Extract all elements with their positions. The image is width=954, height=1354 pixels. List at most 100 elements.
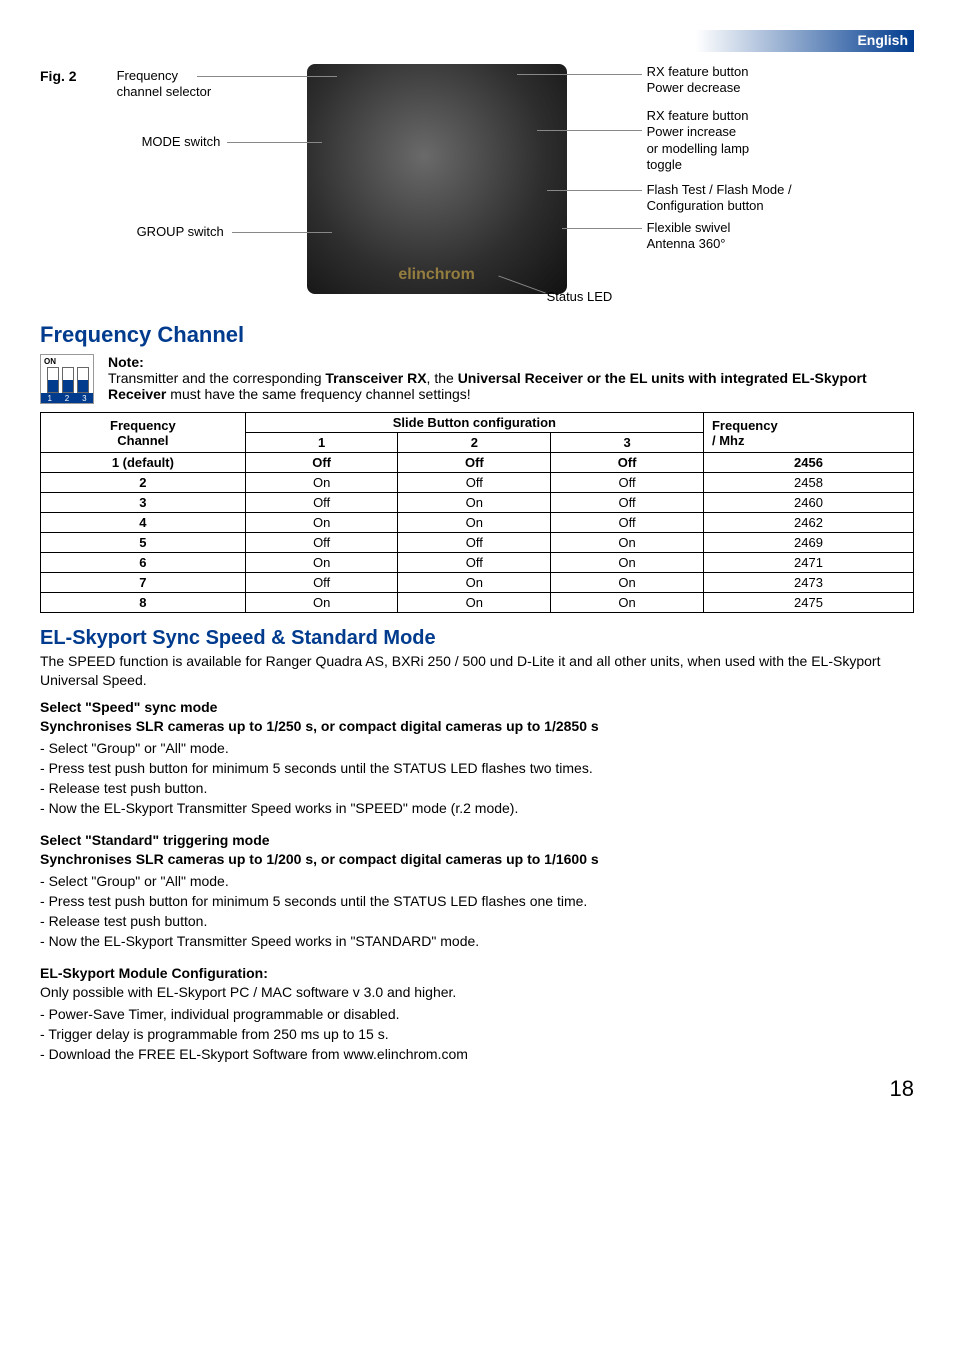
dip-num: 3	[82, 394, 86, 403]
table-cell: On	[551, 573, 704, 593]
frequency-table: Frequency Channel Slide Button configura…	[40, 412, 914, 613]
table-cell: On	[398, 513, 551, 533]
note-label: Note:	[108, 354, 144, 370]
diagram: elinchrom Frequency channel selector MOD…	[87, 64, 914, 314]
table-cell: Off	[398, 473, 551, 493]
dip-on-label: ON	[44, 357, 56, 366]
table-row: 3OffOnOff2460	[41, 493, 914, 513]
table-cell: 8	[41, 593, 246, 613]
th-col2: 2	[398, 433, 551, 453]
table-cell: On	[551, 593, 704, 613]
table-cell: On	[245, 593, 398, 613]
table-cell: On	[245, 513, 398, 533]
speed-list: Select "Group" or "All" mode.Press test …	[40, 738, 914, 819]
table-row: 8OnOnOn2475	[41, 593, 914, 613]
dip-switch-icon: ON 1 2 3	[40, 354, 94, 404]
table-cell: On	[245, 473, 398, 493]
sync-intro: The SPEED function is available for Rang…	[40, 652, 914, 690]
table-cell: On	[398, 573, 551, 593]
table-cell: 4	[41, 513, 246, 533]
table-cell: 2456	[703, 453, 913, 473]
table-row: 5OffOffOn2469	[41, 533, 914, 553]
callout-flash-test: Flash Test / Flash Mode / Configuration …	[647, 182, 792, 215]
cfg-h: EL-Skyport Module Configuration:	[40, 964, 914, 983]
table-cell: 2473	[703, 573, 913, 593]
table-cell: Off	[398, 553, 551, 573]
table-cell: 5	[41, 533, 246, 553]
device-logo: elinchrom	[398, 266, 474, 284]
callout-line	[197, 76, 337, 77]
table-cell: 2460	[703, 493, 913, 513]
list-item: Select "Group" or "All" mode.	[40, 871, 914, 891]
list-item: Select "Group" or "All" mode.	[40, 738, 914, 758]
table-row: 4OnOnOff2462	[41, 513, 914, 533]
note-row: ON 1 2 3 Note: Transmitter and the corre…	[40, 354, 914, 404]
callout-group-switch: GROUP switch	[137, 224, 224, 240]
table-cell: On	[551, 533, 704, 553]
th-slide: Slide Button configuration	[245, 413, 703, 433]
note-part: must have the same frequency channel set…	[166, 386, 470, 402]
table-row: 2OnOffOff2458	[41, 473, 914, 493]
list-item: Press test push button for minimum 5 sec…	[40, 758, 914, 778]
speed-h2: Synchronises SLR cameras up to 1/250 s, …	[40, 717, 914, 736]
table-row: 6OnOffOn2471	[41, 553, 914, 573]
callout-freq-selector: Frequency channel selector	[117, 68, 212, 101]
th-col3: 3	[551, 433, 704, 453]
callout-line	[227, 142, 322, 143]
dip-num: 2	[65, 394, 69, 403]
callout-line	[537, 130, 642, 131]
dip-num: 1	[47, 394, 51, 403]
table-cell: 7	[41, 573, 246, 593]
callout-line	[517, 74, 642, 75]
table-cell: Off	[551, 473, 704, 493]
std-h2: Synchronises SLR cameras up to 1/200 s, …	[40, 850, 914, 869]
header-bar: English	[40, 30, 914, 52]
frequency-channel-title: Frequency Channel	[40, 322, 914, 348]
language-label: English	[857, 32, 908, 48]
speed-h1: Select "Speed" sync mode	[40, 698, 914, 717]
table-cell: 3	[41, 493, 246, 513]
figure-label: Fig. 2	[40, 68, 77, 84]
cfg-intro: Only possible with EL-Skyport PC / MAC s…	[40, 983, 914, 1002]
table-cell: Off	[398, 533, 551, 553]
table-cell: Off	[551, 513, 704, 533]
table-cell: 2462	[703, 513, 913, 533]
table-cell: 2	[41, 473, 246, 493]
table-cell: Off	[551, 493, 704, 513]
callout-rx-decrease: RX feature button Power decrease	[647, 64, 749, 97]
callout-line	[547, 190, 642, 191]
sync-title: EL-Skyport Sync Speed & Standard Mode	[40, 627, 914, 650]
callout-status-led: Status LED	[547, 289, 613, 305]
list-item: Release test push button.	[40, 778, 914, 798]
th-freq-channel: Frequency Channel	[41, 413, 246, 453]
table-cell: On	[398, 593, 551, 613]
figure-2: Fig. 2 elinchrom Frequency channel selec…	[40, 64, 914, 314]
note-part: , the	[427, 370, 458, 386]
callout-mode-switch: MODE switch	[142, 134, 221, 150]
table-row: 1 (default)OffOffOff2456	[41, 453, 914, 473]
callout-antenna: Flexible swivel Antenna 360°	[647, 220, 731, 253]
list-item: Now the EL-Skyport Transmitter Speed wor…	[40, 931, 914, 951]
list-item: Power-Save Timer, individual programmabl…	[40, 1004, 914, 1024]
list-item: Release test push button.	[40, 911, 914, 931]
th-freq-mhz: Frequency / Mhz	[703, 413, 913, 453]
table-cell: 2469	[703, 533, 913, 553]
table-cell: Off	[245, 493, 398, 513]
table-cell: Off	[245, 453, 398, 473]
table-cell: 2475	[703, 593, 913, 613]
list-item: Press test push button for minimum 5 sec…	[40, 891, 914, 911]
list-item: Download the FREE EL-Skyport Software fr…	[40, 1044, 914, 1064]
table-cell: Off	[245, 573, 398, 593]
list-item: Now the EL-Skyport Transmitter Speed wor…	[40, 798, 914, 818]
table-cell: On	[398, 493, 551, 513]
device-image: elinchrom	[307, 64, 567, 294]
table-cell: Off	[551, 453, 704, 473]
th-col1: 1	[245, 433, 398, 453]
table-cell: 6	[41, 553, 246, 573]
std-h1: Select "Standard" triggering mode	[40, 831, 914, 850]
note-text: Note: Transmitter and the corresponding …	[108, 354, 914, 402]
cfg-list: Power-Save Timer, individual programmabl…	[40, 1004, 914, 1065]
table-cell: 1 (default)	[41, 453, 246, 473]
std-list: Select "Group" or "All" mode.Press test …	[40, 871, 914, 952]
table-cell: 2458	[703, 473, 913, 493]
